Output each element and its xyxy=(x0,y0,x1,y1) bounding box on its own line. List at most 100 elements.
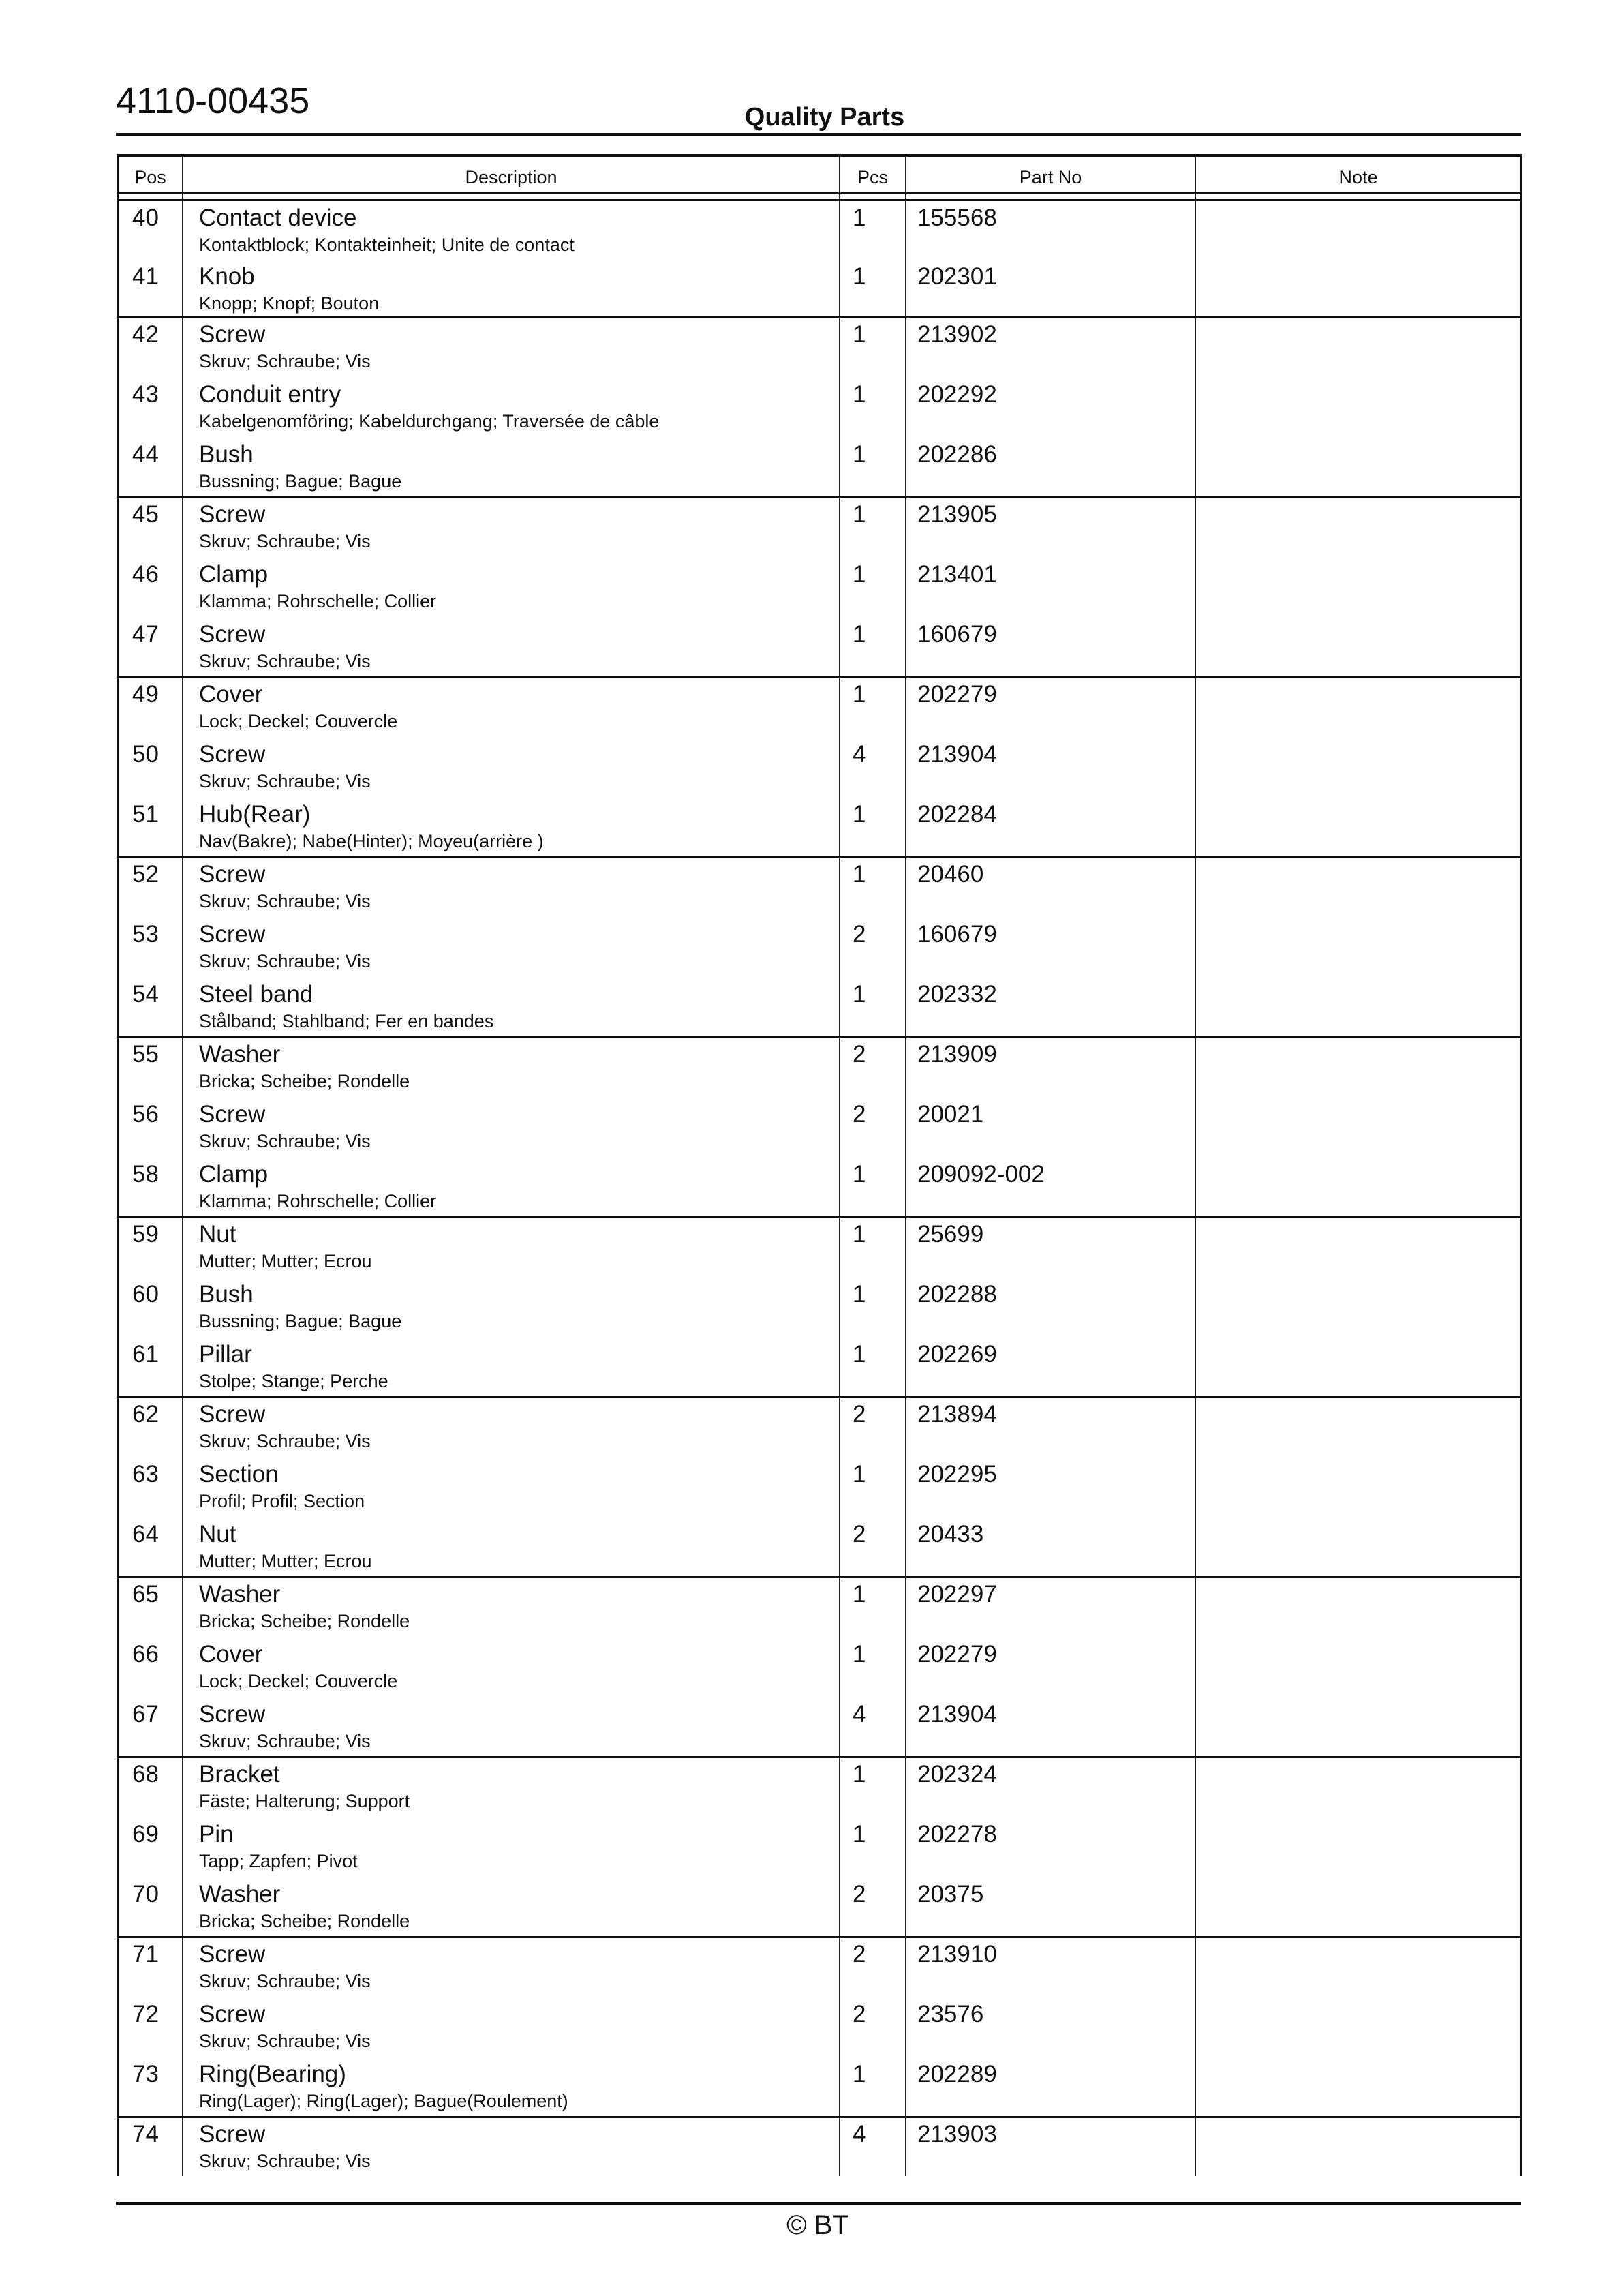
quantity-cell: 1 xyxy=(853,1161,866,1188)
quantity-cell: 2 xyxy=(853,1521,866,1547)
pos-cell: 56 xyxy=(132,1101,159,1128)
table-row: 73 Ring(Bearing) Ring(Lager); Ring(Lager);… xyxy=(119,2058,1520,2118)
pos-cell: 54 xyxy=(132,981,159,1008)
parts-group: 52 Screw Skruv; Schraube; Vis 1 20460 53 Screw… xyxy=(119,858,1520,1038)
page-title: Quality Parts xyxy=(744,103,905,132)
translation-cell: Bricka; Scheibe; Rondelle xyxy=(199,1611,410,1631)
pos-cell: 64 xyxy=(132,1521,159,1547)
translation-cell: Nav(Bakre); Nabe(Hinter); Moyeu(arrière … xyxy=(199,831,544,851)
part-number-cell: 202289 xyxy=(917,2061,997,2087)
quantity-cell: 1 xyxy=(853,1461,866,1487)
description-cell: Bush xyxy=(199,441,254,468)
part-number-cell: 202284 xyxy=(917,801,997,828)
quantity-cell: 2 xyxy=(853,2001,866,2027)
translation-cell: Skruv; Schraube; Vis xyxy=(199,2151,371,2171)
part-number-cell: 160679 xyxy=(917,921,997,948)
table-row: 59 Nut Mutter; Mutter; Ecrou 1 25699 xyxy=(119,1218,1520,1278)
translation-cell: Lock; Deckel; Couvercle xyxy=(199,711,398,731)
column-divider xyxy=(182,157,183,2176)
footer-divider xyxy=(116,2202,1521,2205)
table-row: 46 Clamp Klamma; Rohrschelle; Collier 1 2134… xyxy=(119,558,1520,618)
part-number-cell: 23576 xyxy=(917,2001,984,2027)
quantity-cell: 1 xyxy=(853,1581,866,1607)
description-cell: Screw xyxy=(199,861,266,888)
description-cell: Nut xyxy=(199,1221,236,1248)
pos-cell: 40 xyxy=(132,205,159,231)
quantity-cell: 2 xyxy=(853,1941,866,1967)
quantity-cell: 1 xyxy=(853,621,866,648)
parts-group: 74 Screw Skruv; Schraube; Vis 4 213903 xyxy=(119,2118,1520,2176)
part-number-cell: 213904 xyxy=(917,1701,997,1727)
header-rule xyxy=(119,192,1520,194)
header-divider xyxy=(116,133,1521,136)
quantity-cell: 4 xyxy=(853,2121,866,2147)
pos-cell: 61 xyxy=(132,1341,159,1368)
translation-cell: Tapp; Zapfen; Pivot xyxy=(199,1851,358,1871)
part-number-cell: 202295 xyxy=(917,1461,997,1487)
quantity-cell: 1 xyxy=(853,801,866,828)
quantity-cell: 1 xyxy=(853,1821,866,1847)
quantity-cell: 1 xyxy=(853,1761,866,1787)
translation-cell: Mutter; Mutter; Ecrou xyxy=(199,1251,372,1271)
table-row: 65 Washer Bricka; Scheibe; Rondelle 1 202297 xyxy=(119,1578,1520,1638)
part-number-cell: 202332 xyxy=(917,981,997,1008)
translation-cell: Bussning; Bague; Bague xyxy=(199,471,402,492)
part-number-cell: 25699 xyxy=(917,1221,984,1248)
quantity-cell: 1 xyxy=(853,561,866,588)
translation-cell: Profil; Profil; Section xyxy=(199,1491,365,1511)
table-row: 50 Screw Skruv; Schraube; Vis 4 213904 xyxy=(119,738,1520,798)
translation-cell: Fäste; Halterung; Support xyxy=(199,1791,410,1811)
pos-cell: 55 xyxy=(132,1041,159,1068)
pos-cell: 43 xyxy=(132,381,159,408)
translation-cell: Klamma; Rohrschelle; Collier xyxy=(199,591,437,611)
description-cell: Screw xyxy=(199,1401,266,1428)
pos-cell: 67 xyxy=(132,1701,159,1727)
quantity-cell: 1 xyxy=(853,262,866,290)
table-row: 68 Bracket Fäste; Halterung; Support 1 20232… xyxy=(119,1758,1520,1818)
translation-cell: Mutter; Mutter; Ecrou xyxy=(199,1551,372,1571)
parts-group: 65 Washer Bricka; Scheibe; Rondelle 1 202297… xyxy=(119,1578,1520,1758)
table-row: 44 Bush Bussning; Bague; Bague 1 202286 xyxy=(119,438,1520,498)
description-cell: Pillar xyxy=(199,1341,252,1368)
translation-cell: Kabelgenomföring; Kabeldurchgang; Traver… xyxy=(199,411,660,432)
pos-cell: 73 xyxy=(132,2061,159,2087)
quantity-cell: 1 xyxy=(853,861,866,888)
parts-table: Pos Description Pcs Part No Note 40 Conta… xyxy=(117,154,1522,2176)
part-number-cell: 202301 xyxy=(917,262,997,290)
quantity-cell: 4 xyxy=(853,741,866,768)
part-number-cell: 202278 xyxy=(917,1821,997,1847)
pos-cell: 63 xyxy=(132,1461,159,1487)
description-cell: Contact device xyxy=(199,205,357,231)
translation-cell: Skruv; Schraube; Vis xyxy=(199,531,371,552)
translation-cell: Stolpe; Stange; Perche xyxy=(199,1371,388,1391)
translation-cell: Skruv; Schraube; Vis xyxy=(199,1731,371,1751)
pos-cell: 60 xyxy=(132,1281,159,1308)
description-cell: Screw xyxy=(199,2001,266,2027)
pos-cell: 51 xyxy=(132,801,159,828)
pos-cell: 66 xyxy=(132,1641,159,1667)
description-cell: Screw xyxy=(199,741,266,768)
part-number-cell: 20460 xyxy=(917,861,984,888)
table-row: 60 Bush Bussning; Bague; Bague 1 202288 xyxy=(119,1278,1520,1338)
table-row: 51 Hub(Rear) Nav(Bakre); Nabe(Hinter); Moy… xyxy=(119,798,1520,858)
table-row: 52 Screw Skruv; Schraube; Vis 1 20460 xyxy=(119,858,1520,918)
table-row: 74 Screw Skruv; Schraube; Vis 4 213903 xyxy=(119,2118,1520,2178)
part-number-cell: 209092-002 xyxy=(917,1161,1045,1188)
column-header-description: Description xyxy=(465,167,557,187)
pos-cell: 47 xyxy=(132,621,159,648)
description-cell: Bracket xyxy=(199,1761,280,1787)
table-row: 63 Section Profil; Profil; Section 1 202295 xyxy=(119,1458,1520,1518)
description-cell: Clamp xyxy=(199,1161,269,1188)
parts-group: 71 Screw Skruv; Schraube; Vis 2 213910 72 Scre… xyxy=(119,1938,1520,2118)
description-cell: Conduit entry xyxy=(199,381,341,408)
pos-cell: 65 xyxy=(132,1581,159,1607)
part-number-cell: 202269 xyxy=(917,1341,997,1368)
part-number-cell: 155568 xyxy=(917,205,997,231)
part-number-cell: 202324 xyxy=(917,1761,997,1787)
part-number-cell: 20375 xyxy=(917,1881,984,1907)
part-number-cell: 213905 xyxy=(917,501,997,528)
translation-cell: Bricka; Scheibe; Rondelle xyxy=(199,1071,410,1091)
quantity-cell: 1 xyxy=(853,1221,866,1248)
table-row: 66 Cover Lock; Deckel; Couvercle 1 202279 xyxy=(119,1638,1520,1698)
pos-cell: 72 xyxy=(132,2001,159,2027)
